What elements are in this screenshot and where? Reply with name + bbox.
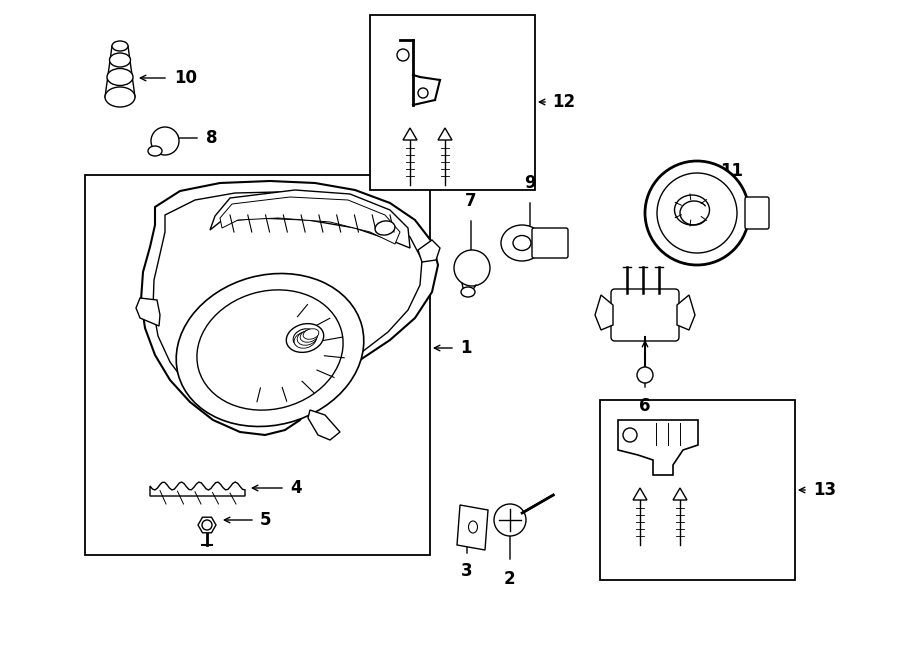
Text: 9: 9	[524, 174, 536, 192]
Circle shape	[202, 520, 212, 530]
Ellipse shape	[461, 287, 475, 297]
Polygon shape	[150, 482, 245, 496]
Ellipse shape	[513, 235, 531, 251]
Text: 4: 4	[290, 479, 302, 497]
Polygon shape	[633, 488, 647, 500]
Ellipse shape	[105, 87, 135, 107]
Circle shape	[397, 49, 409, 61]
Text: 12: 12	[552, 93, 575, 111]
Polygon shape	[438, 128, 452, 140]
Polygon shape	[677, 295, 695, 330]
Ellipse shape	[297, 330, 317, 345]
Text: 8: 8	[206, 129, 218, 147]
Text: 11: 11	[720, 162, 743, 180]
Polygon shape	[618, 420, 698, 475]
Text: 5: 5	[260, 511, 272, 529]
FancyBboxPatch shape	[611, 289, 679, 341]
Ellipse shape	[375, 221, 395, 235]
Ellipse shape	[286, 324, 324, 352]
Ellipse shape	[501, 225, 543, 261]
Polygon shape	[673, 488, 687, 500]
Polygon shape	[403, 128, 417, 140]
Circle shape	[623, 428, 637, 442]
Ellipse shape	[301, 330, 318, 342]
Polygon shape	[153, 192, 422, 426]
Ellipse shape	[293, 329, 317, 347]
FancyBboxPatch shape	[532, 228, 568, 258]
FancyBboxPatch shape	[745, 197, 769, 229]
Text: 3: 3	[461, 562, 472, 580]
Ellipse shape	[674, 195, 709, 225]
Ellipse shape	[110, 53, 130, 67]
Text: 13: 13	[813, 481, 836, 499]
Polygon shape	[595, 295, 613, 330]
Circle shape	[151, 127, 179, 155]
Text: 7: 7	[465, 192, 477, 210]
Polygon shape	[457, 505, 488, 550]
Ellipse shape	[469, 521, 478, 533]
Bar	[370, 15, 535, 190]
Bar	[85, 175, 430, 555]
Ellipse shape	[112, 41, 128, 51]
Circle shape	[637, 367, 653, 383]
Circle shape	[657, 173, 737, 253]
Circle shape	[418, 88, 428, 98]
Polygon shape	[141, 181, 438, 435]
Text: 10: 10	[174, 69, 197, 87]
Bar	[600, 400, 795, 580]
Ellipse shape	[197, 290, 343, 410]
Ellipse shape	[294, 332, 316, 348]
Polygon shape	[308, 410, 340, 440]
Ellipse shape	[303, 329, 319, 339]
Circle shape	[454, 250, 490, 286]
Circle shape	[645, 161, 749, 265]
Polygon shape	[136, 298, 160, 326]
Polygon shape	[418, 240, 440, 262]
Ellipse shape	[176, 274, 364, 426]
Text: 2: 2	[504, 570, 516, 588]
Ellipse shape	[148, 146, 162, 156]
Text: 6: 6	[639, 397, 651, 415]
Polygon shape	[220, 197, 400, 244]
Polygon shape	[198, 517, 216, 533]
Text: 1: 1	[460, 339, 472, 357]
Polygon shape	[210, 190, 410, 248]
Ellipse shape	[107, 69, 133, 85]
Circle shape	[494, 504, 526, 536]
